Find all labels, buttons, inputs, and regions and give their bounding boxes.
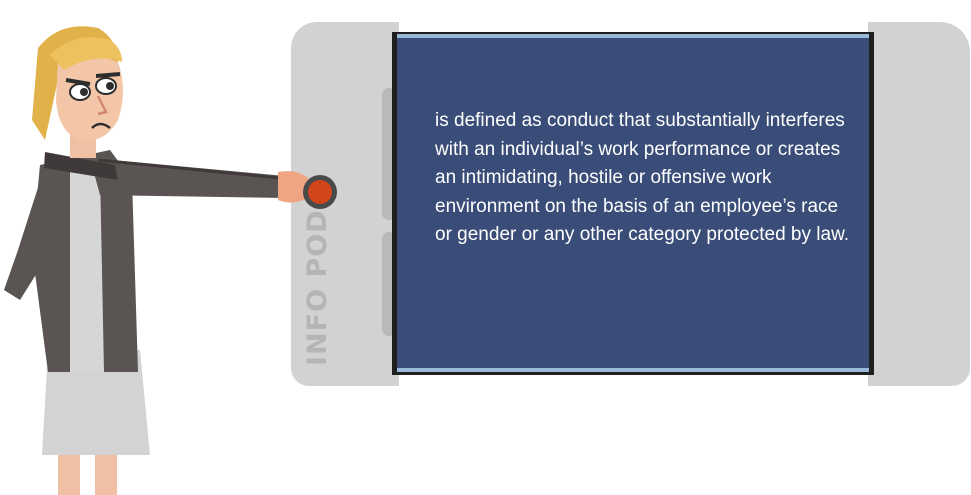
definition-text: is defined as conduct that substantially…	[435, 110, 850, 245]
frowning-mouth	[91, 122, 111, 130]
info-pod-red-button[interactable]	[303, 175, 337, 209]
screen-highlight-top	[397, 34, 869, 38]
info-pod-right-casing	[868, 22, 970, 386]
skirt	[42, 350, 150, 455]
info-pod-screen	[397, 37, 869, 370]
collar	[44, 152, 118, 180]
shirt	[70, 170, 104, 372]
screen-highlight-bottom	[397, 368, 869, 372]
woman-character-illustration	[4, 26, 315, 495]
extended-arm	[90, 158, 285, 198]
left-arm	[4, 175, 62, 300]
